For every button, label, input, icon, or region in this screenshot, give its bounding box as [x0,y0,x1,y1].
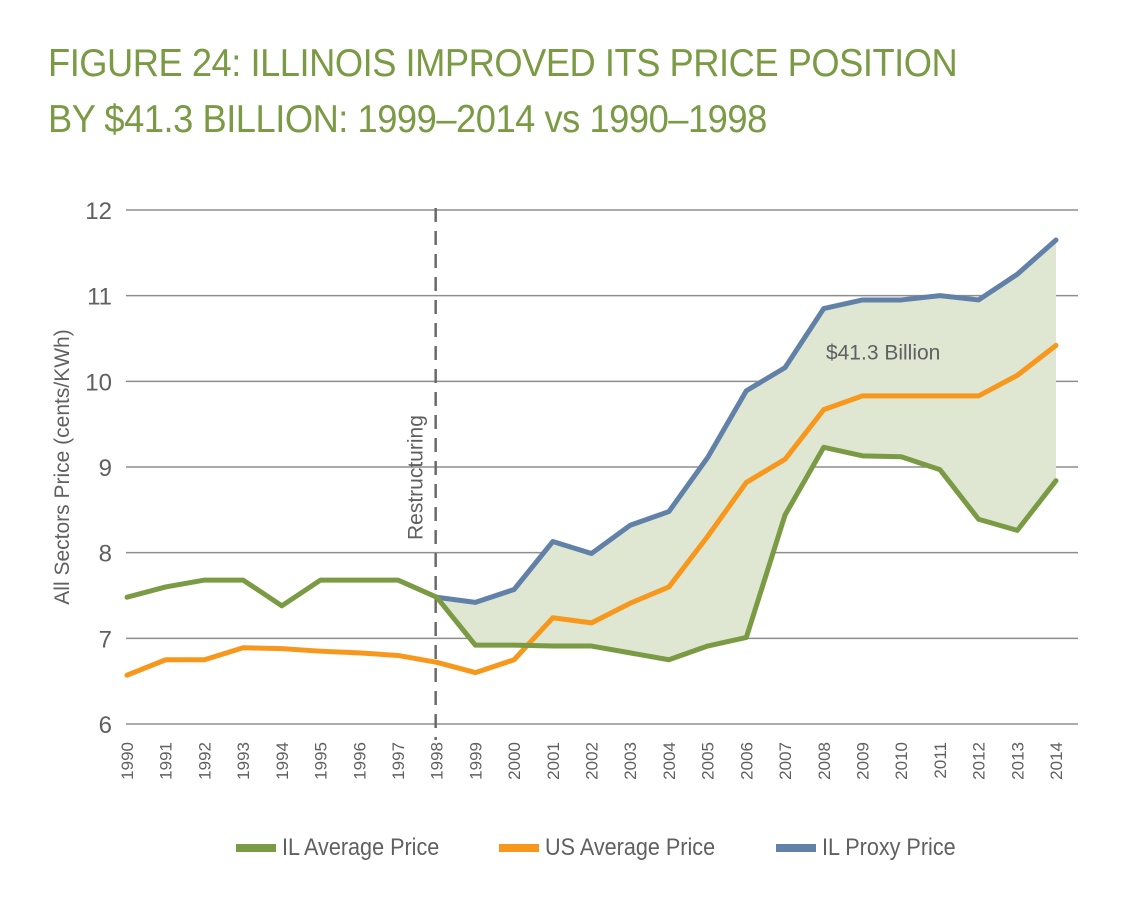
x-tick-label: 1998 [428,742,447,780]
x-tick-label: 2003 [621,742,640,780]
x-tick-label: 2009 [853,742,872,780]
legend-swatch-us-average [498,844,539,852]
x-tick-label: 1992 [195,742,214,780]
title-line-2: BY $41.3 BILLION: 1999–2014 vs 1990–1998 [48,98,767,141]
x-tick-label: 1994 [273,742,292,780]
x-tick-label: 2011 [931,742,950,779]
x-tick-label: 1991 [157,742,176,780]
shaded-savings-area [436,239,1057,660]
y-axis-label: All Sectors Price (cents/KWh) [51,329,74,604]
chart-title: FIGURE 24: ILLINOIS IMPROVED ITS PRICE P… [48,36,958,148]
x-tick-label: 2010 [892,742,911,780]
x-tick-label: 1990 [118,742,137,780]
x-tick-label: 2006 [737,742,756,780]
legend-label-us-average: US Average Price [544,834,715,861]
x-tick-label: 1993 [234,742,253,780]
y-tick-label: 9 [99,455,112,482]
savings-annotation: $41.3 Billion [826,341,940,364]
x-tick-label: 2014 [1047,742,1066,780]
x-tick-label: 1999 [466,742,485,780]
series-line-us-average-price [124,342,1059,678]
y-tick-label: 12 [85,198,112,225]
legend-item-il-proxy: IL Proxy Price [775,834,971,862]
x-tick-label: 2007 [776,742,795,780]
x-tick-label: 2004 [660,742,679,780]
y-tick-label: 7 [99,626,112,653]
x-tick-label: 2000 [505,742,524,780]
title-line-1: FIGURE 24: ILLINOIS IMPROVED ITS PRICE P… [48,42,958,85]
x-tick-label: 1996 [350,742,369,780]
x-tick-label: 2008 [815,742,834,780]
y-axis-ticks: 6 7 8 9 10 11 12 [85,198,112,739]
x-tick-label: 2001 [544,742,563,780]
y-tick-label: 11 [87,284,112,311]
x-axis-ticks: 1990 1991 1992 1993 1994 1995 1996 1997 1998 1999… [118,742,1066,780]
x-tick-label: 1997 [389,742,408,780]
legend-label-il-proxy: IL Proxy Price [821,834,956,861]
series-lines [124,237,1059,678]
series-line-il-average-price [124,444,1059,663]
x-tick-label: 2005 [699,742,718,780]
x-tick-label: 2002 [583,742,602,780]
legend-swatch-il-average [236,844,276,852]
legend: IL Average Price US Average Price IL Pro… [236,834,1012,862]
y-tick-label: 10 [85,369,112,396]
x-tick-label: 1995 [312,742,331,780]
legend-swatch-il-proxy [775,844,816,852]
series-line-il-proxy-price [434,237,1059,605]
y-tick-label: 6 [99,712,112,739]
restructuring-label: Restructuring [405,415,428,540]
x-tick-label: 2013 [1008,742,1027,780]
y-tick-label: 8 [99,541,112,568]
legend-item-il-average: IL Average Price [236,834,457,862]
legend-label-il-average: IL Average Price [282,834,440,861]
legend-item-us-average: US Average Price [498,834,734,862]
x-tick-label: 2012 [970,742,989,780]
